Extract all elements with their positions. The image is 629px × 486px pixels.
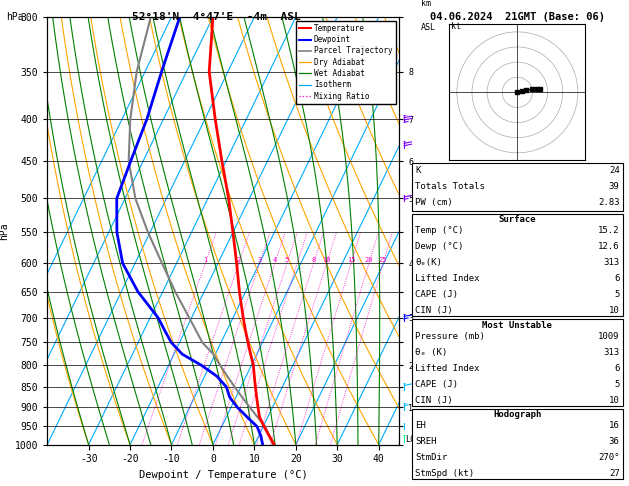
Text: km: km	[421, 0, 430, 8]
Text: 25: 25	[379, 257, 387, 263]
Y-axis label: hPa: hPa	[0, 222, 9, 240]
Text: CIN (J): CIN (J)	[415, 306, 453, 315]
Text: PW (cm): PW (cm)	[415, 198, 453, 208]
Text: 20: 20	[365, 257, 373, 263]
Text: 5: 5	[614, 290, 620, 299]
Text: kt: kt	[451, 22, 461, 31]
Text: 15.2: 15.2	[598, 226, 620, 235]
Legend: Temperature, Dewpoint, Parcel Trajectory, Dry Adiabat, Wet Adiabat, Isotherm, Mi: Temperature, Dewpoint, Parcel Trajectory…	[296, 21, 396, 104]
Text: 5: 5	[614, 380, 620, 389]
Text: 313: 313	[603, 258, 620, 267]
Text: 15: 15	[347, 257, 355, 263]
Text: ASL: ASL	[421, 23, 435, 33]
Text: 5: 5	[285, 257, 289, 263]
Text: CAPE (J): CAPE (J)	[415, 380, 458, 389]
Text: StmDir: StmDir	[415, 453, 447, 462]
Text: 4: 4	[273, 257, 277, 263]
Text: 2: 2	[237, 257, 241, 263]
Text: 8: 8	[311, 257, 316, 263]
Text: 10: 10	[609, 396, 620, 405]
Text: Temp (°C): Temp (°C)	[415, 226, 464, 235]
Text: 3: 3	[257, 257, 262, 263]
Text: LCL: LCL	[405, 435, 420, 444]
Text: 36: 36	[609, 437, 620, 446]
Text: 27: 27	[609, 469, 620, 478]
Text: 6: 6	[614, 274, 620, 283]
Text: CAPE (J): CAPE (J)	[415, 290, 458, 299]
Text: K: K	[415, 166, 421, 175]
Text: 04.06.2024  21GMT (Base: 06): 04.06.2024 21GMT (Base: 06)	[430, 12, 605, 22]
X-axis label: Dewpoint / Temperature (°C): Dewpoint / Temperature (°C)	[139, 470, 308, 480]
Text: Totals Totals: Totals Totals	[415, 182, 485, 191]
Text: 2.83: 2.83	[598, 198, 620, 208]
Text: StmSpd (kt): StmSpd (kt)	[415, 469, 474, 478]
Text: 10: 10	[609, 306, 620, 315]
Text: Pressure (mb): Pressure (mb)	[415, 332, 485, 341]
Text: 313: 313	[603, 348, 620, 357]
Text: 1: 1	[203, 257, 208, 263]
Text: 16: 16	[609, 421, 620, 430]
Text: 12.6: 12.6	[598, 242, 620, 251]
Text: θₑ(K): θₑ(K)	[415, 258, 442, 267]
Text: Hodograph: Hodograph	[493, 410, 542, 419]
Text: 270°: 270°	[598, 453, 620, 462]
Text: Most Unstable: Most Unstable	[482, 321, 552, 330]
Text: Lifted Index: Lifted Index	[415, 274, 480, 283]
Text: 24: 24	[609, 166, 620, 175]
Text: θₑ (K): θₑ (K)	[415, 348, 447, 357]
Text: 6: 6	[614, 364, 620, 373]
Text: EH: EH	[415, 421, 426, 430]
Text: 52°18'N  4°47'E  -4m  ASL: 52°18'N 4°47'E -4m ASL	[132, 12, 301, 22]
Text: Surface: Surface	[499, 215, 536, 225]
Text: © weatheronline.co.uk: © weatheronline.co.uk	[526, 472, 623, 481]
Text: 10: 10	[323, 257, 331, 263]
Text: 39: 39	[609, 182, 620, 191]
Text: hPa: hPa	[6, 12, 24, 22]
Text: 1009: 1009	[598, 332, 620, 341]
Text: SREH: SREH	[415, 437, 437, 446]
Text: Dewp (°C): Dewp (°C)	[415, 242, 464, 251]
Text: Lifted Index: Lifted Index	[415, 364, 480, 373]
Text: CIN (J): CIN (J)	[415, 396, 453, 405]
